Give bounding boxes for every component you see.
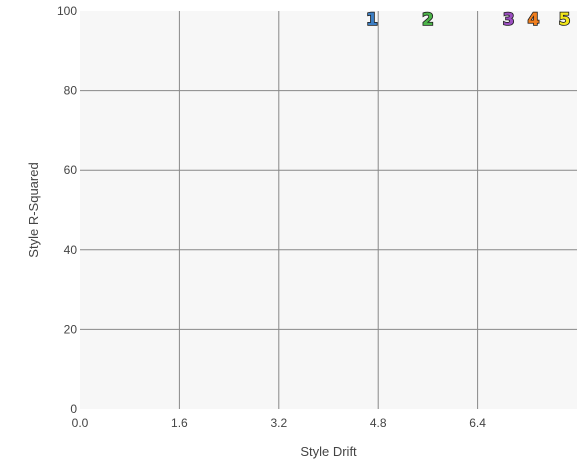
- y-axis-label: Style R-Squared: [26, 162, 41, 257]
- data-point-5: 5: [559, 10, 571, 30]
- y-tick-label: 0: [70, 402, 77, 416]
- plot-area: [80, 11, 577, 409]
- y-axis-ticks: 0 20 40 60 80 100: [57, 4, 77, 416]
- data-point-4: 4: [528, 10, 540, 30]
- y-tick-label: 100: [57, 4, 77, 18]
- y-tick-label: 20: [64, 322, 78, 336]
- grid-lines: [80, 11, 577, 409]
- data-point-3: 3: [503, 10, 515, 30]
- data-point-2: 2: [422, 10, 434, 30]
- x-axis-label: Style Drift: [300, 444, 357, 459]
- y-tick-label: 60: [64, 163, 78, 177]
- x-tick-label: 4.8: [370, 416, 387, 430]
- x-tick-label: 3.2: [270, 416, 287, 430]
- y-tick-label: 80: [64, 84, 78, 98]
- x-tick-label: 0.0: [72, 416, 89, 430]
- x-tick-label: 6.4: [469, 416, 486, 430]
- x-axis-ticks: 0.0 1.6 3.2 4.8 6.4: [72, 416, 487, 430]
- data-point-1: 1: [366, 10, 378, 30]
- x-tick-label: 1.6: [171, 416, 188, 430]
- y-tick-label: 40: [64, 243, 78, 257]
